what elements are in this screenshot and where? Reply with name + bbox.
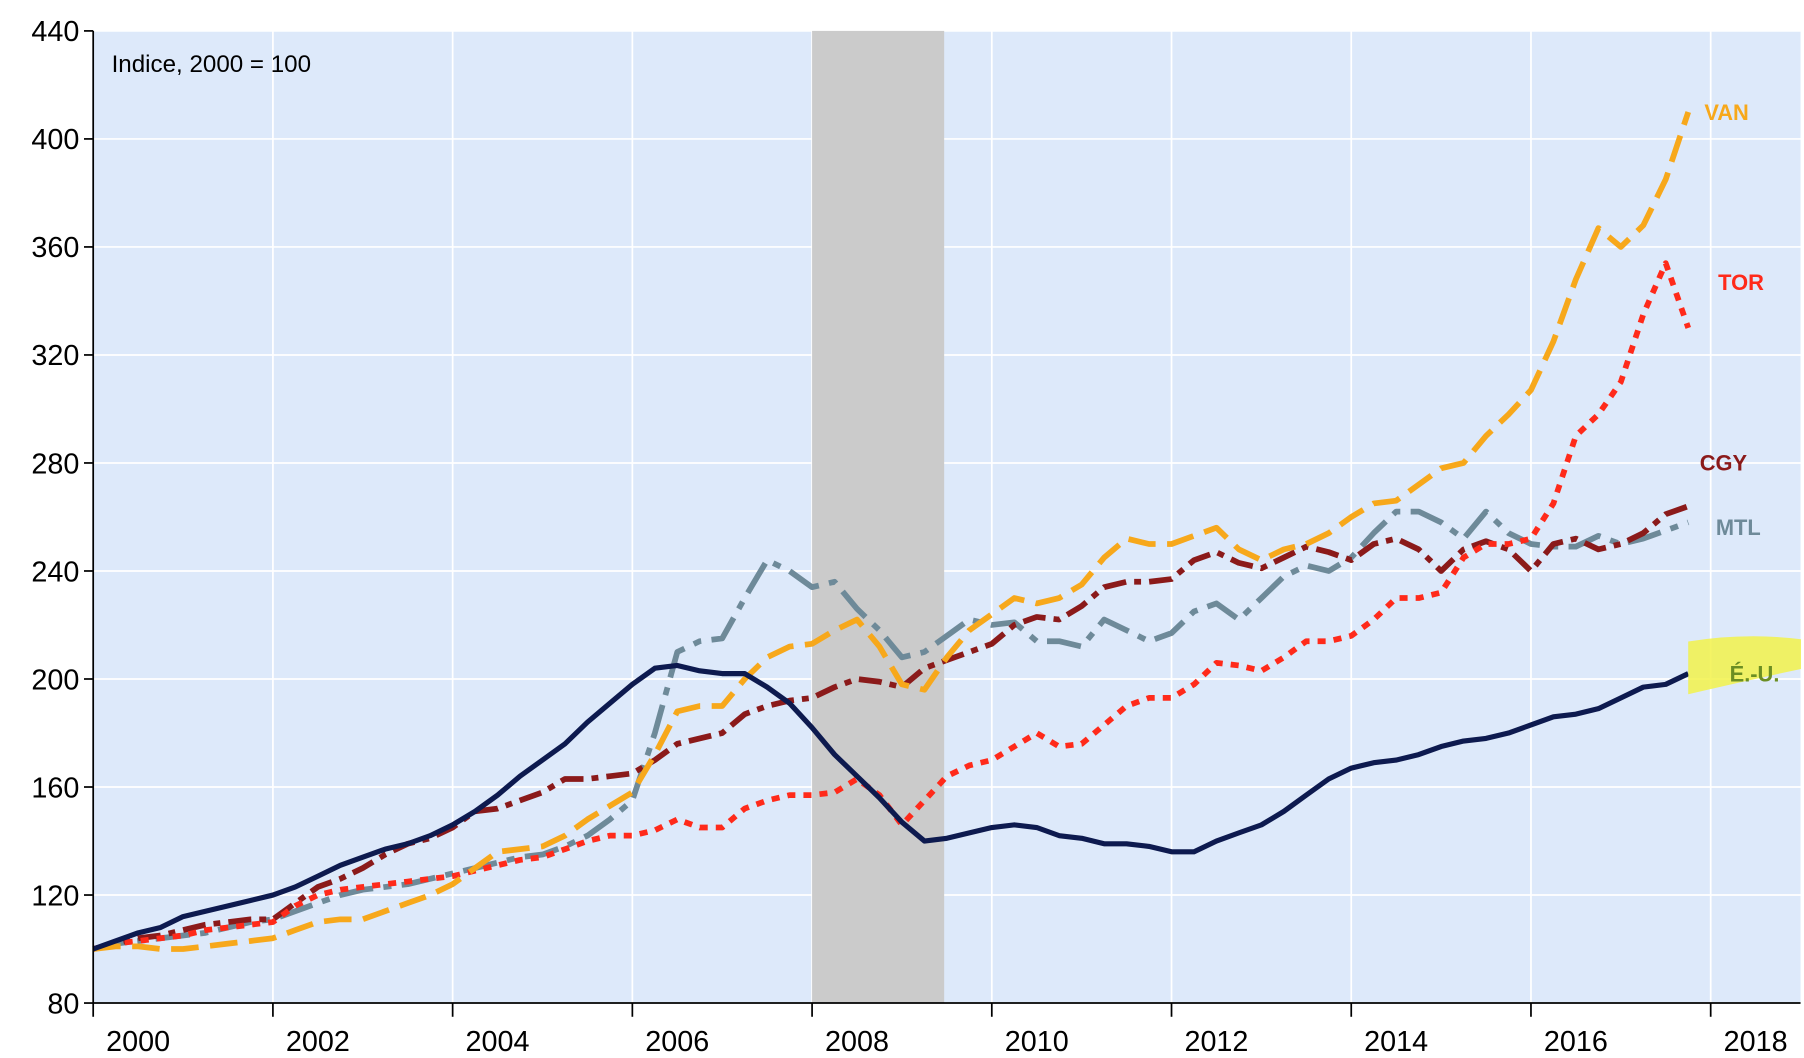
series-line: [92, 503, 1690, 952]
y-tick-label: 80: [47, 988, 79, 1020]
series-label: VAN: [1704, 100, 1749, 125]
y-tick-label: 200: [31, 664, 79, 696]
x-tick-label: 2006: [645, 1026, 709, 1058]
label-highlight: [1688, 636, 1801, 695]
axes: 80 120 160 200 240 280 320 360 400 440 2000 2002 200…: [31, 16, 1801, 1058]
y-tick-label: 320: [31, 340, 79, 372]
x-tick-label: 2014: [1364, 1026, 1428, 1058]
grid: [93, 30, 1801, 1004]
x-tick-label: 2008: [825, 1026, 889, 1058]
plot-background: [93, 30, 1801, 1004]
y-tick-label: 120: [31, 880, 79, 912]
recession-layer: [812, 30, 945, 1004]
x-tick-label: 2018: [1724, 1026, 1788, 1058]
x-tick-label: 2012: [1184, 1026, 1248, 1058]
y-tick-label: 400: [31, 124, 79, 156]
x-tick-label: 2016: [1544, 1026, 1608, 1058]
x-tick-label: 2004: [466, 1026, 530, 1058]
series-label: TOR: [1718, 270, 1764, 295]
series-line: [92, 111, 1691, 952]
y-tick-label: 240: [31, 556, 79, 588]
x-tick-label: 2002: [286, 1026, 350, 1058]
series-line: [92, 662, 1690, 952]
y-tick-label: 160: [31, 772, 79, 804]
x-tick-label: 2010: [1005, 1026, 1069, 1058]
y-tick-label: 360: [31, 232, 79, 264]
series-label: É.-U.: [1730, 662, 1780, 687]
series-label: MTL: [1716, 515, 1761, 540]
lines: MTL CGY TOR VAN É.-U.: [92, 100, 1801, 952]
y-tick-label: 440: [31, 16, 79, 48]
series-label: CGY: [1700, 451, 1748, 476]
annotation: Indice, 2000 = 100: [112, 51, 311, 78]
y-tick-label: 280: [31, 448, 79, 480]
series-line: [92, 508, 1690, 952]
x-tick-label: 2000: [106, 1026, 170, 1058]
recession-band: [812, 30, 945, 1004]
